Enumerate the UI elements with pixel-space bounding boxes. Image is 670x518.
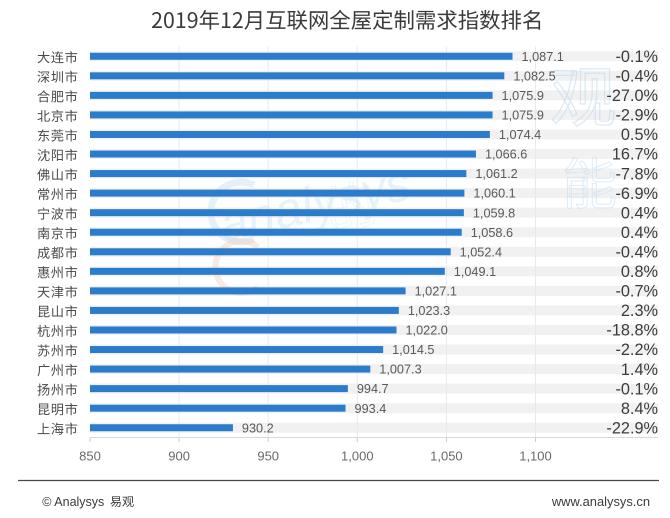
svg-text:1,058.6: 1,058.6 xyxy=(471,226,513,240)
svg-text:-27.0%: -27.0% xyxy=(606,87,658,105)
svg-text:-0.1%: -0.1% xyxy=(615,380,658,398)
svg-text:1,027.1: 1,027.1 xyxy=(415,284,457,298)
svg-text:1,050: 1,050 xyxy=(430,449,463,464)
svg-text:1,082.5: 1,082.5 xyxy=(513,69,555,83)
svg-text:-6.9%: -6.9% xyxy=(615,185,658,203)
svg-text:0.8%: 0.8% xyxy=(621,263,658,281)
svg-text:1,052.4: 1,052.4 xyxy=(460,245,502,259)
svg-text:1,023.3: 1,023.3 xyxy=(408,304,450,318)
svg-text:994.7: 994.7 xyxy=(357,382,389,396)
svg-text:-0.4%: -0.4% xyxy=(615,243,658,261)
svg-text:0.4%: 0.4% xyxy=(621,224,658,242)
svg-text:-2.2%: -2.2% xyxy=(615,341,658,359)
svg-text:1,060.1: 1,060.1 xyxy=(473,187,515,201)
svg-text:930.2: 930.2 xyxy=(242,421,274,435)
svg-text:1,049.1: 1,049.1 xyxy=(454,265,496,279)
svg-text:1.4%: 1.4% xyxy=(621,361,658,379)
svg-text:993.4: 993.4 xyxy=(355,402,387,416)
svg-text:1,074.4: 1,074.4 xyxy=(499,128,541,142)
svg-text:8.4%: 8.4% xyxy=(621,400,658,418)
svg-text:1,100: 1,100 xyxy=(519,449,552,464)
svg-text:-0.4%: -0.4% xyxy=(615,68,658,86)
svg-text:-0.1%: -0.1% xyxy=(615,48,658,66)
svg-text:-2.9%: -2.9% xyxy=(615,107,658,125)
svg-text:0.4%: 0.4% xyxy=(621,204,658,222)
svg-text:0.5%: 0.5% xyxy=(621,126,658,144)
svg-text:850: 850 xyxy=(79,449,101,464)
svg-text:www.analysys.cn: www.analysys.cn xyxy=(551,494,650,509)
svg-text:-7.8%: -7.8% xyxy=(615,165,658,183)
svg-text:1,087.1: 1,087.1 xyxy=(522,50,564,64)
svg-text:1,059.8: 1,059.8 xyxy=(473,206,515,220)
svg-text:1,075.9: 1,075.9 xyxy=(502,89,544,103)
svg-text:© Analysys: © Analysys xyxy=(42,495,104,509)
svg-text:2.3%: 2.3% xyxy=(621,302,658,320)
svg-text:-22.9%: -22.9% xyxy=(606,419,658,437)
svg-text:1,022.0: 1,022.0 xyxy=(406,324,448,338)
svg-text:1,014.5: 1,014.5 xyxy=(392,343,434,357)
svg-text:1,061.2: 1,061.2 xyxy=(475,167,517,181)
svg-text:-0.7%: -0.7% xyxy=(615,283,658,301)
svg-text:1,066.6: 1,066.6 xyxy=(485,148,527,162)
svg-text:950: 950 xyxy=(257,449,279,464)
svg-text:1,007.3: 1,007.3 xyxy=(379,363,421,377)
svg-text:1,000: 1,000 xyxy=(341,449,374,464)
svg-text:900: 900 xyxy=(168,449,190,464)
svg-text:-18.8%: -18.8% xyxy=(606,322,658,340)
svg-text:16.7%: 16.7% xyxy=(612,146,658,164)
svg-text:1,075.9: 1,075.9 xyxy=(502,109,544,123)
